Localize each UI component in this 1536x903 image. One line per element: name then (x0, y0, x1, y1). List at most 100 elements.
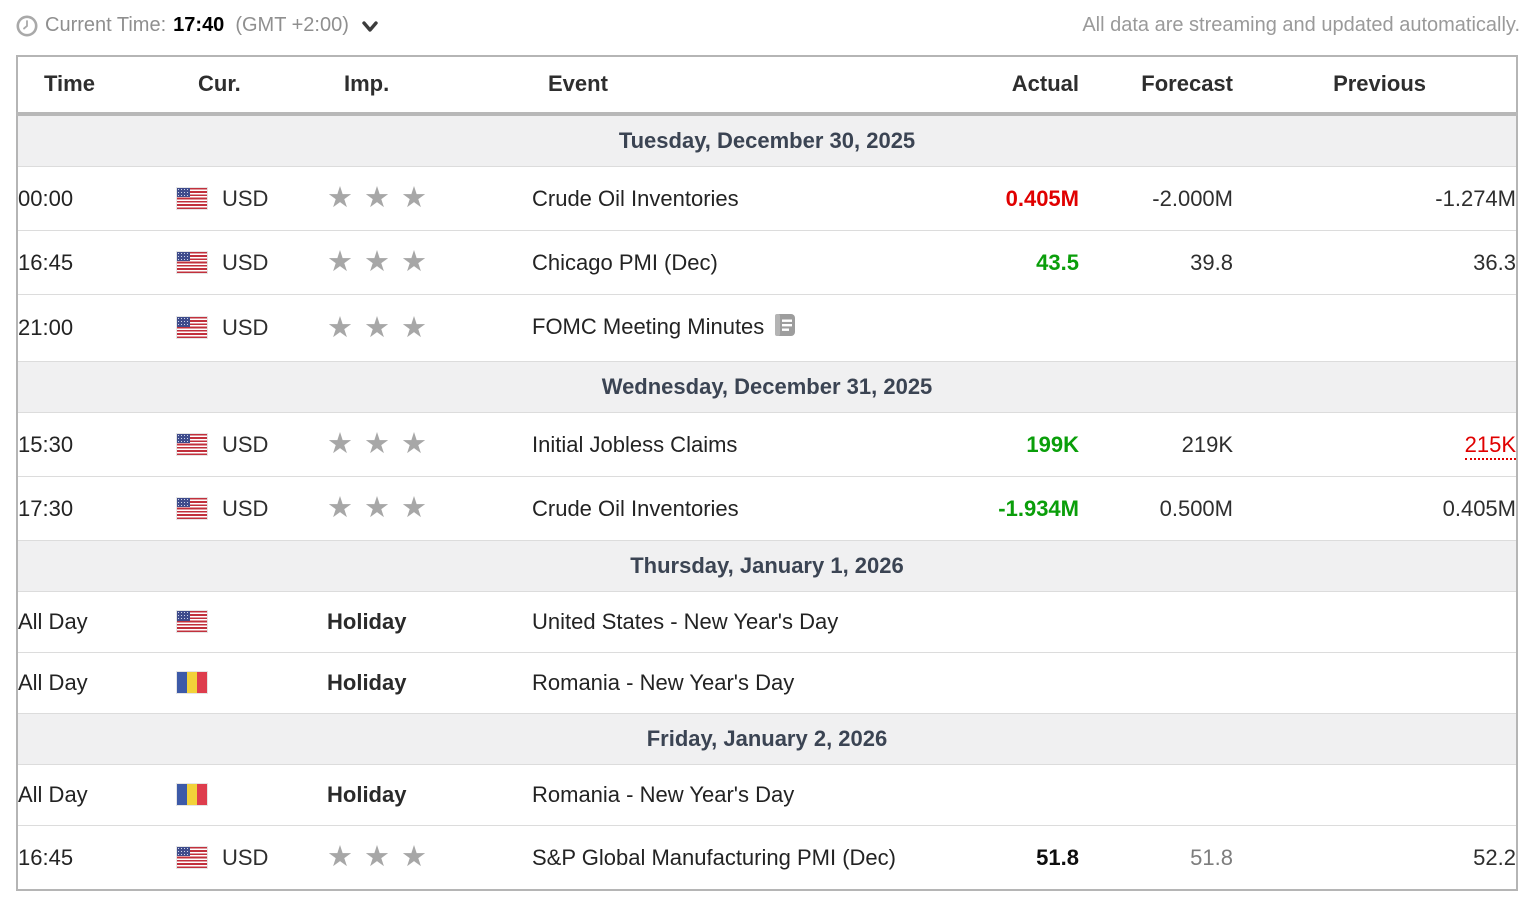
currency-code: USD (222, 844, 269, 870)
event-row: 16:45 USD ★ ★ ★ S&P Global Manufacturing PMI … (17, 825, 1517, 890)
event-name[interactable]: Crude Oil Inventories (532, 185, 739, 211)
importance-cell: ★ ★ ★ (327, 294, 532, 362)
day-header-label: Tuesday, December 30, 2025 (17, 113, 1517, 167)
forecast-cell (1079, 652, 1233, 714)
previous-value: -1.274M (1435, 185, 1516, 211)
event-cell: Romania - New Year's Day (532, 764, 947, 826)
actual-cell: 43.5 (947, 230, 1079, 295)
previous-value: 36.3 (1473, 249, 1516, 275)
chevron-down-icon[interactable] (362, 21, 378, 33)
actual-cell: -1.934M (947, 476, 1079, 541)
romania-flag-icon (177, 784, 207, 805)
streaming-note: All data are streaming and updated autom… (1082, 13, 1520, 36)
event-name[interactable]: Crude Oil Inventories (532, 495, 739, 521)
event-time: 15:30 (17, 412, 177, 477)
topbar: Current Time: 17:40 (GMT +2:00) All data … (16, 7, 1520, 43)
star-icon: ★ (401, 841, 427, 873)
currency-cell: USD (177, 476, 327, 541)
day-header-row: Friday, January 2, 2026 (17, 713, 1517, 765)
previous-cell (1233, 764, 1517, 826)
importance-cell: ★ ★ ★ (327, 230, 532, 295)
holiday-row: All Day Holiday Romania - New Year's Day (17, 652, 1517, 714)
forecast-value: 0.500M (1159, 495, 1233, 521)
event-name[interactable]: FOMC Meeting Minutes (532, 314, 765, 339)
actual-value: 51.8 (1036, 844, 1079, 870)
currency-cell (177, 591, 327, 653)
event-cell: Initial Jobless Claims (532, 412, 947, 477)
header-importance: Imp. (327, 56, 532, 116)
star-icon: ★ (327, 246, 353, 278)
day-header-row: Tuesday, December 30, 2025 (17, 113, 1517, 167)
event-name: Romania - New Year's Day (532, 782, 795, 807)
importance-cell: Holiday (327, 591, 532, 653)
actual-value: 43.5 (1036, 249, 1079, 275)
day-header-row: Wednesday, December 31, 2025 (17, 361, 1517, 413)
event-time: 16:45 (17, 825, 177, 890)
star-icon: ★ (327, 182, 353, 214)
romania-flag-icon (177, 672, 207, 693)
header-event: Event (532, 56, 947, 116)
forecast-cell: -2.000M (1079, 166, 1233, 231)
importance-cell: Holiday (327, 652, 532, 714)
star-icon: ★ (327, 311, 353, 344)
star-icon: ★ (401, 492, 427, 524)
day-header-label: Friday, January 2, 2026 (17, 713, 1517, 765)
currency-cell: USD (177, 412, 327, 477)
actual-cell (947, 764, 1079, 826)
us-flag-icon (177, 251, 207, 273)
previous-cell (1233, 294, 1517, 362)
forecast-value: 219K (1181, 431, 1233, 457)
currency-cell: USD (177, 825, 327, 890)
report-document-icon[interactable] (774, 314, 798, 343)
actual-cell (947, 294, 1079, 362)
currency-code: USD (222, 249, 269, 275)
forecast-value: -2.000M (1152, 185, 1233, 211)
event-row: 16:45 USD ★ ★ ★ Chicago PMI (Dec) 43.5 39.8 36.3 (17, 230, 1517, 295)
event-row: 17:30 USD ★ ★ ★ Crude Oil Inventories -1.934M 0… (17, 476, 1517, 541)
event-cell: Chicago PMI (Dec) (532, 230, 947, 295)
event-cell: Crude Oil Inventories (532, 476, 947, 541)
day-header-label: Wednesday, December 31, 2025 (17, 361, 1517, 413)
event-name[interactable]: Chicago PMI (Dec) (532, 249, 718, 275)
event-row: 00:00 USD ★ ★ ★ Crude Oil Inventories 0.405M -2… (17, 166, 1517, 231)
currency-cell: USD (177, 230, 327, 295)
forecast-cell: 219K (1079, 412, 1233, 477)
forecast-cell: 39.8 (1079, 230, 1233, 295)
currency-cell: USD (177, 166, 327, 231)
actual-value: 199K (1026, 431, 1079, 457)
previous-cell (1233, 652, 1517, 714)
header-forecast: Forecast (1079, 56, 1233, 116)
event-cell: Romania - New Year's Day (532, 652, 947, 714)
event-name[interactable]: Initial Jobless Claims (532, 431, 738, 457)
event-name[interactable]: S&P Global Manufacturing PMI (Dec) (532, 844, 896, 870)
holiday-row: All Day Holiday United States - New Year's… (17, 591, 1517, 653)
previous-cell: -1.274M (1233, 166, 1517, 231)
importance-cell: Holiday (327, 764, 532, 826)
importance-cell: ★ ★ ★ (327, 166, 532, 231)
currency-cell (177, 764, 327, 826)
event-row: 15:30 USD ★ ★ ★ Initial Jobless Claims 199K 219… (17, 412, 1517, 477)
day-header-row: Thursday, January 1, 2026 (17, 540, 1517, 592)
actual-cell: 199K (947, 412, 1079, 477)
us-flag-icon (177, 433, 207, 455)
currency-code: USD (222, 431, 269, 457)
header-currency: Cur. (177, 56, 327, 116)
forecast-cell (1079, 294, 1233, 362)
current-time-area: Current Time: 17:40 (GMT +2:00) (16, 14, 378, 37)
event-time: 21:00 (17, 294, 177, 362)
event-cell: United States - New Year's Day (532, 591, 947, 653)
star-icon: ★ (364, 182, 390, 214)
forecast-cell: 0.500M (1079, 476, 1233, 541)
event-time: 17:30 (17, 476, 177, 541)
forecast-cell: 51.8 (1079, 825, 1233, 890)
previous-cell: 0.405M (1233, 476, 1517, 541)
event-cell: S&P Global Manufacturing PMI (Dec) (532, 825, 947, 890)
event-cell: FOMC Meeting Minutes (532, 294, 947, 362)
event-row: 21:00 USD ★ ★ ★ FOMC Meeting Minutes (17, 294, 1517, 362)
star-icon: ★ (401, 246, 427, 278)
actual-cell: 51.8 (947, 825, 1079, 890)
timezone-label[interactable]: (GMT +2:00) (235, 13, 349, 36)
event-time: All Day (17, 652, 177, 714)
us-flag-icon (177, 187, 207, 209)
forecast-cell (1079, 764, 1233, 826)
